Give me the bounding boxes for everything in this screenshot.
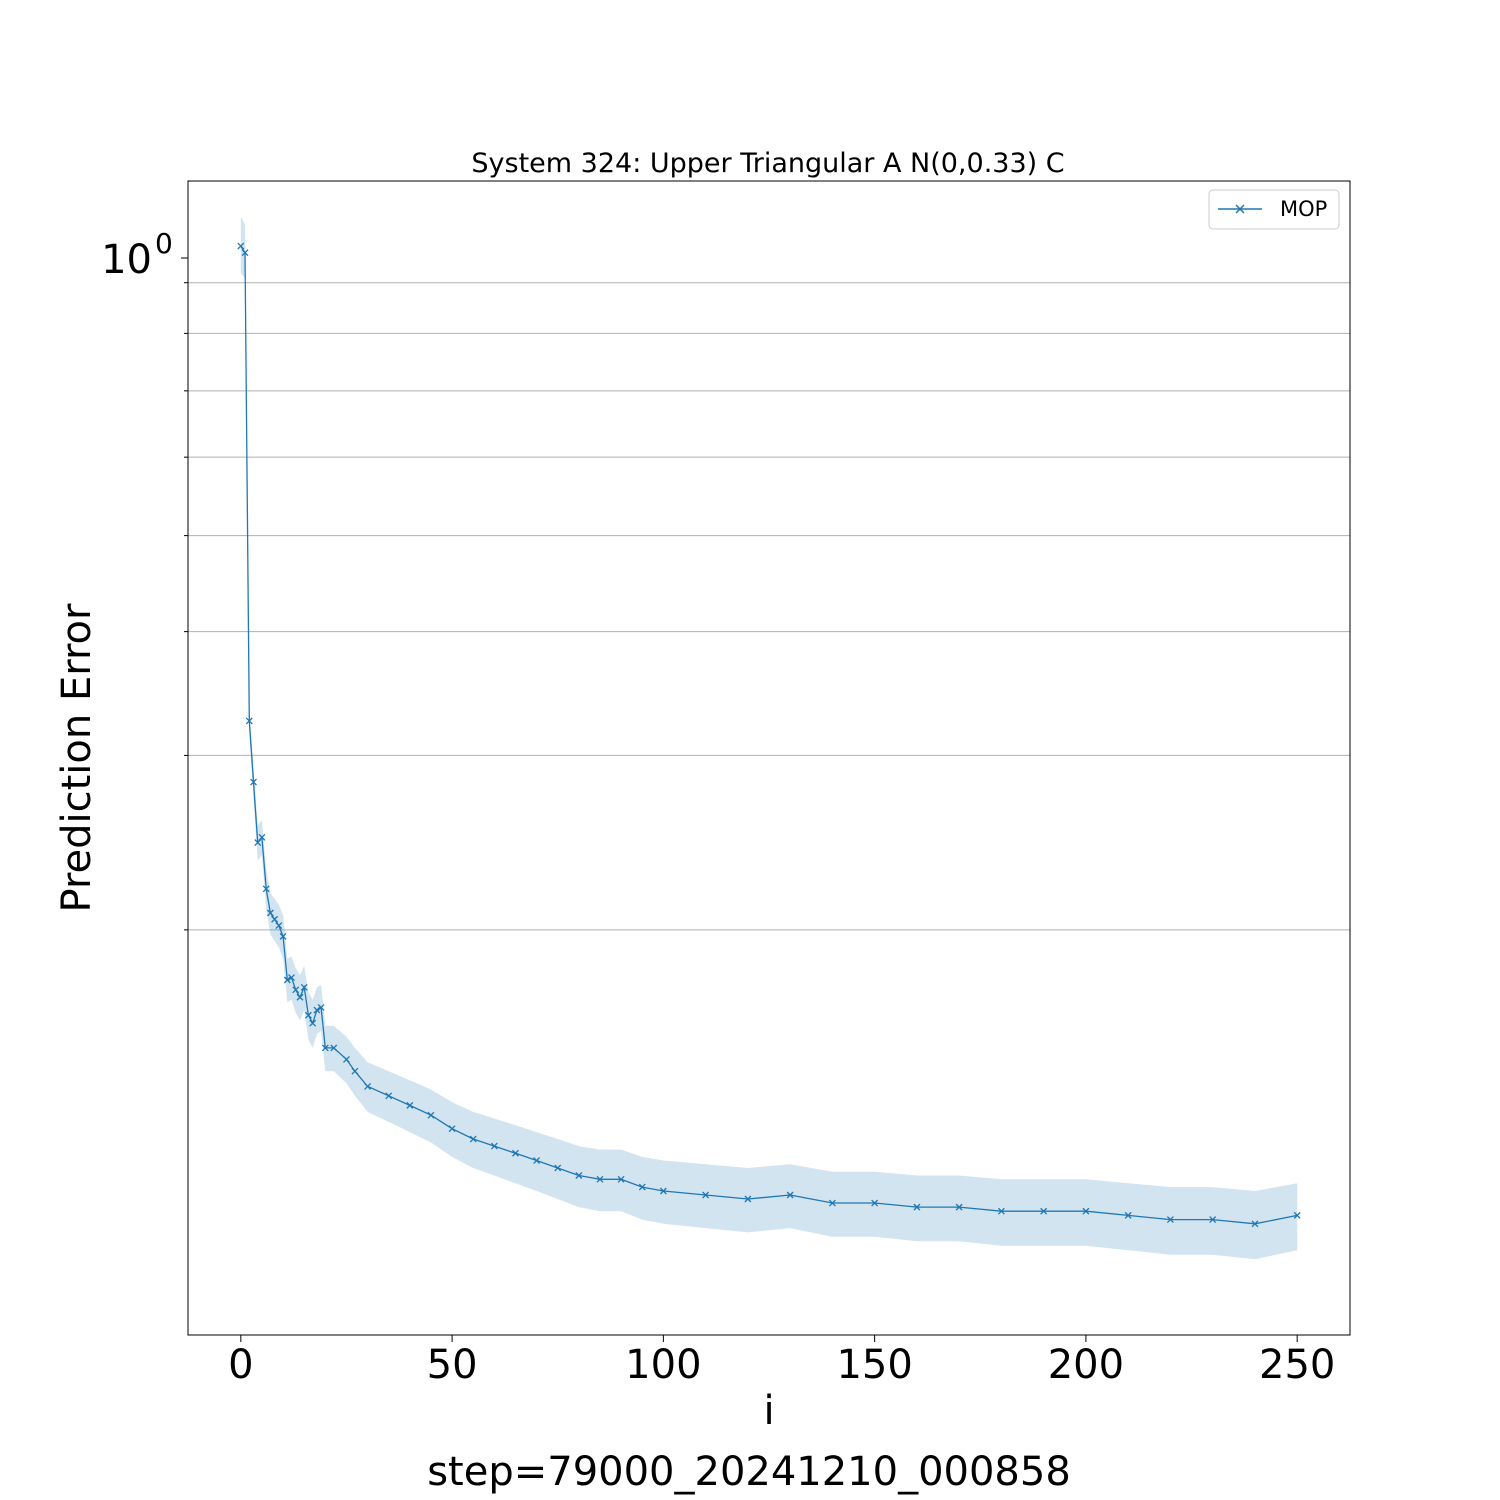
data-point-marker [313, 1006, 321, 1014]
data-point-marker [955, 1203, 963, 1211]
data-point-marker [330, 1044, 338, 1052]
data-point-marker [296, 993, 304, 1001]
x-tick-label: 0 [228, 1342, 253, 1388]
data-point-marker [490, 1142, 498, 1150]
data-point-marker [512, 1149, 519, 1157]
data-point-marker [364, 1082, 372, 1090]
x-tick-label: 150 [836, 1342, 912, 1388]
x-tick-label: 50 [427, 1342, 478, 1388]
data-point-marker [1166, 1216, 1174, 1224]
data-point-marker [279, 932, 287, 940]
legend: MOP [1208, 189, 1340, 230]
data-point-marker [744, 1195, 752, 1203]
data-point-marker [1124, 1211, 1132, 1219]
data-point-marker [300, 983, 308, 991]
data-point-marker [659, 1187, 667, 1195]
series-markers [237, 242, 1301, 1228]
plot-frame [187, 180, 1351, 1336]
legend-box [1208, 189, 1340, 230]
data-point-marker [596, 1175, 604, 1183]
footer-label: step=79000_20241210_000858 [427, 1449, 1071, 1495]
data-point-marker [786, 1191, 794, 1199]
data-point-marker [913, 1203, 921, 1211]
x-tick-label: 100 [625, 1342, 701, 1388]
data-point-marker [321, 1044, 329, 1052]
data-point-marker [304, 1011, 312, 1019]
data-point-marker [997, 1207, 1005, 1215]
data-point-marker [1082, 1207, 1090, 1215]
data-point-marker [871, 1199, 879, 1207]
x-tick-label: 250 [1259, 1342, 1335, 1388]
data-point-marker [262, 885, 270, 893]
data-point-marker [575, 1172, 583, 1179]
y-tick-label-exponent: 0 [155, 227, 173, 260]
data-point-marker [406, 1101, 414, 1109]
x-axis-ticks: 0 50 100 150 200 250 [228, 1335, 1335, 1388]
data-point-marker [342, 1055, 350, 1063]
data-point-marker [385, 1092, 393, 1100]
data-point-marker [828, 1199, 836, 1207]
data-point-marker [469, 1135, 477, 1143]
data-point-marker [309, 1019, 317, 1027]
data-point-marker [245, 717, 253, 725]
data-point-marker [288, 974, 295, 982]
legend-label: MOP [1280, 197, 1327, 221]
data-point-marker [283, 976, 291, 984]
x-tick-label: 200 [1048, 1342, 1124, 1388]
data-point-marker [237, 242, 245, 250]
data-point-marker [275, 922, 283, 930]
data-point-marker [250, 778, 257, 786]
y-axis-ticks [184, 282, 188, 931]
data-point-marker [1293, 1211, 1301, 1219]
data-point-marker [533, 1157, 541, 1164]
data-point-marker [254, 839, 262, 847]
data-point-marker [554, 1164, 562, 1172]
chart-title: System 324: Upper Triangular A N(0,0.33)… [471, 148, 1064, 179]
x-axis-label: i [763, 1388, 774, 1434]
data-point-marker [448, 1125, 456, 1133]
data-point-marker [317, 1003, 325, 1011]
data-point-marker [292, 986, 300, 994]
data-point-marker [266, 909, 274, 917]
legend-marker-icon [1235, 204, 1245, 214]
data-point-marker [1040, 1207, 1048, 1215]
data-point-marker [271, 915, 279, 923]
data-point-marker [617, 1175, 625, 1183]
data-point-marker [351, 1067, 359, 1075]
data-point-marker [241, 249, 249, 257]
y-tick-major: 10 0 [101, 227, 188, 283]
data-point-marker [1209, 1216, 1217, 1224]
data-point-marker [638, 1183, 646, 1191]
data-point-marker [1251, 1220, 1259, 1228]
y-gridlines [188, 282, 1350, 931]
y-tick-label-base: 10 [101, 237, 152, 283]
data-point-marker [427, 1111, 435, 1119]
y-axis-label: Prediction Error [54, 603, 100, 912]
data-point-marker [702, 1191, 710, 1199]
data-point-marker [258, 833, 266, 841]
